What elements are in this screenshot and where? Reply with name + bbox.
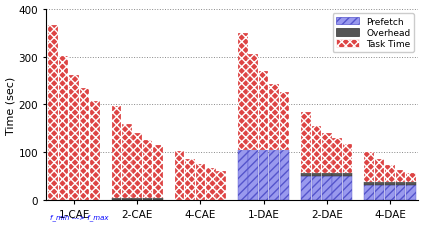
Bar: [396, 185, 405, 200]
Bar: [301, 177, 311, 200]
Bar: [185, 159, 195, 200]
Bar: [375, 159, 385, 182]
Bar: [269, 150, 279, 200]
Bar: [406, 185, 416, 200]
Bar: [143, 199, 152, 200]
Bar: [332, 173, 342, 177]
Bar: [279, 150, 289, 200]
Bar: [48, 26, 58, 200]
Bar: [343, 173, 352, 177]
Bar: [195, 165, 205, 200]
Bar: [312, 126, 321, 173]
Bar: [343, 177, 352, 200]
Bar: [90, 101, 100, 200]
Bar: [259, 72, 268, 150]
Bar: [396, 171, 405, 182]
Bar: [385, 166, 395, 182]
Bar: [175, 151, 184, 200]
Bar: [343, 145, 352, 173]
Bar: [385, 182, 395, 185]
Y-axis label: Time (sec): Time (sec): [6, 76, 16, 134]
Bar: [59, 56, 68, 200]
Bar: [269, 84, 279, 150]
Text: f_min ---> f_max: f_min ---> f_max: [50, 214, 109, 220]
Bar: [301, 112, 311, 173]
Bar: [248, 55, 258, 150]
Bar: [301, 173, 311, 177]
Bar: [406, 173, 416, 182]
Bar: [396, 182, 405, 185]
Bar: [132, 134, 142, 199]
Bar: [80, 88, 89, 200]
Bar: [132, 199, 142, 200]
Bar: [332, 177, 342, 200]
Bar: [206, 168, 215, 200]
Bar: [385, 185, 395, 200]
Bar: [112, 107, 121, 199]
Bar: [143, 140, 152, 199]
Bar: [375, 182, 385, 185]
Bar: [153, 146, 163, 199]
Bar: [259, 150, 268, 200]
Bar: [312, 177, 321, 200]
Bar: [365, 182, 374, 185]
Bar: [122, 124, 132, 199]
Bar: [322, 173, 332, 177]
Bar: [248, 150, 258, 200]
Bar: [112, 199, 121, 200]
Bar: [332, 138, 342, 173]
Bar: [122, 199, 132, 200]
Bar: [69, 75, 79, 200]
Bar: [406, 182, 416, 185]
Bar: [365, 185, 374, 200]
Bar: [312, 173, 321, 177]
Bar: [279, 93, 289, 150]
Legend: Prefetch, Overhead, Task Time: Prefetch, Overhead, Task Time: [333, 14, 414, 53]
Bar: [216, 171, 226, 200]
Bar: [375, 185, 385, 200]
Bar: [322, 134, 332, 173]
Bar: [322, 177, 332, 200]
Bar: [153, 199, 163, 200]
Bar: [238, 33, 248, 150]
Bar: [238, 150, 248, 200]
Bar: [365, 153, 374, 182]
